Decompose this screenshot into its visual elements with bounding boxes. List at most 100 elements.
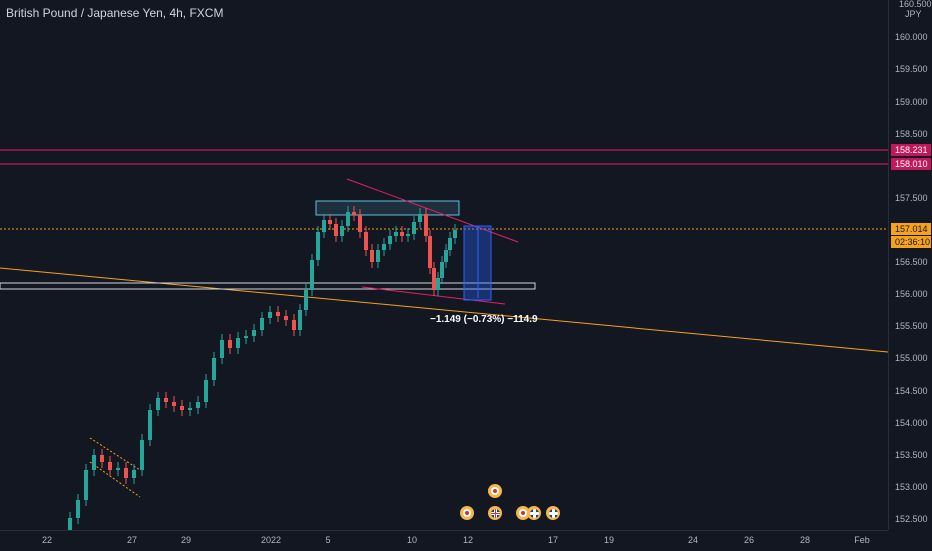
time-label: 12 [462, 535, 474, 545]
candle-body [304, 290, 308, 310]
candle-body [180, 406, 184, 410]
candle-body [252, 330, 256, 336]
candle-body [220, 340, 224, 358]
consolidation-box[interactable] [315, 200, 460, 216]
candle-body [156, 398, 160, 410]
candle-body [148, 410, 152, 440]
price-label: 160.500 [899, 0, 932, 9]
price-label: 155.000 [895, 353, 928, 363]
candle-body [310, 260, 314, 290]
price-label: 154.000 [895, 418, 928, 428]
candle-body [244, 336, 248, 338]
candle-body [432, 268, 436, 290]
time-label: 24 [687, 535, 699, 545]
currency-label: JPY [905, 9, 922, 19]
candle-body [376, 250, 380, 262]
time-label: 19 [603, 535, 615, 545]
chart-title[interactable]: British Pound / Japanese Yen, 4h, FXCM [6, 6, 224, 20]
candle-body [448, 238, 452, 250]
candle-body [358, 215, 362, 232]
candle-body [316, 232, 320, 260]
price-label: 159.000 [895, 97, 928, 107]
chart-canvas[interactable] [0, 0, 889, 536]
flag-icon[interactable] [516, 506, 530, 520]
candle-body [68, 518, 72, 530]
flag-upper-line[interactable] [89, 437, 141, 471]
candle-body [268, 312, 272, 318]
time-label: 5 [325, 535, 331, 545]
candle-body [196, 402, 200, 408]
time-label: 28 [799, 535, 811, 545]
candle-body [412, 222, 416, 234]
flag-icon[interactable] [488, 484, 502, 498]
candle-body [298, 310, 302, 330]
price-label: 156.500 [895, 257, 928, 267]
candle-body [108, 462, 112, 470]
time-label: 29 [180, 535, 192, 545]
candle-body [292, 320, 296, 330]
price-label: 160.000 [895, 32, 928, 42]
countdown-tag: 02:36:10 [891, 236, 931, 248]
flag-icon[interactable] [460, 506, 474, 520]
candle-body [228, 340, 232, 348]
time-axis[interactable]: 22 27 29 2022 5 10 12 17 19 24 26 28 Feb [0, 530, 888, 551]
uk-flag-icon[interactable] [527, 506, 541, 520]
candle-body [394, 232, 398, 236]
support-zone[interactable] [0, 282, 536, 290]
candle-body [204, 380, 208, 402]
candle-body [76, 500, 80, 518]
candle-body [400, 232, 404, 236]
candle-body [164, 398, 168, 402]
time-label: 22 [41, 535, 53, 545]
candle-body [334, 224, 338, 236]
support-price-tag: 158.010 [891, 158, 931, 170]
orange-trendline[interactable] [0, 267, 889, 353]
price-label: 157.500 [895, 193, 928, 203]
candle-body [340, 226, 344, 236]
price-label: 159.500 [895, 64, 928, 74]
candle-body [84, 470, 88, 500]
candle-body [172, 402, 176, 406]
price-label: 154.500 [895, 386, 928, 396]
last-price-tag: 157.014 [891, 223, 931, 235]
candle-body [140, 440, 144, 470]
time-label: 10 [406, 535, 418, 545]
price-label: 153.500 [895, 450, 928, 460]
uk-flag-icon[interactable] [546, 506, 560, 520]
candle-body [116, 468, 120, 470]
candle-body [100, 455, 104, 462]
candle-body [406, 234, 410, 236]
candle-body [424, 214, 428, 236]
candle-body [236, 338, 240, 348]
candle-body [364, 232, 368, 250]
candle-body [92, 455, 96, 470]
uk-flag-icon[interactable] [488, 506, 502, 520]
candle-body [124, 468, 128, 478]
candle-body [444, 250, 448, 262]
price-label: 153.000 [895, 482, 928, 492]
resistance-price-tag: 158.231 [891, 144, 931, 156]
measure-label: −1.149 (−0.73%) −114.9 [430, 314, 538, 325]
candle-body [322, 220, 326, 232]
candle-body [284, 316, 288, 320]
candle-body [440, 262, 444, 278]
candle-body [428, 236, 432, 268]
flag-lower-line[interactable] [89, 461, 141, 498]
candle-body [388, 236, 392, 244]
candle-body [260, 318, 264, 330]
candle-body [212, 358, 216, 380]
price-label: 155.500 [895, 321, 928, 331]
candle-body [370, 250, 374, 262]
wedge-upper-line[interactable] [346, 178, 519, 243]
candle-body [453, 230, 457, 238]
time-label: 26 [743, 535, 755, 545]
candles-group [68, 206, 457, 536]
price-axis[interactable]: JPY 160.500 160.000 159.500 159.000 158.… [888, 0, 932, 530]
time-label: 17 [547, 535, 559, 545]
time-label: 27 [126, 535, 138, 545]
candle-body [188, 408, 192, 410]
chart-area[interactable]: British Pound / Japanese Yen, 4h, FXCM −… [0, 0, 889, 536]
time-label: 2022 [260, 535, 282, 545]
candle-body [382, 244, 386, 250]
price-label: 158.500 [895, 129, 928, 139]
